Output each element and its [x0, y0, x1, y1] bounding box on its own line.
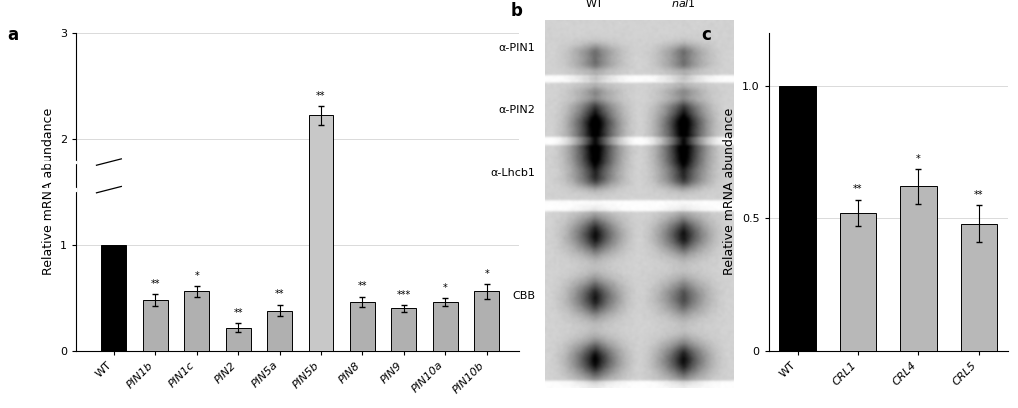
Bar [0, 188, 76, 191]
Y-axis label: Relative mRNA abundance: Relative mRNA abundance [42, 108, 55, 275]
Bar [350, 302, 375, 351]
Text: **: ** [317, 91, 326, 100]
Bar [267, 310, 292, 351]
Bar [391, 308, 416, 351]
Text: **: ** [357, 282, 367, 291]
Text: *: * [443, 282, 448, 293]
Text: *: * [485, 269, 489, 279]
Bar [226, 328, 250, 351]
Text: c: c [701, 26, 712, 44]
Text: CBB: CBB [512, 291, 535, 301]
Bar [780, 86, 815, 351]
Bar [474, 291, 499, 351]
Bar [184, 291, 209, 351]
Bar [0, 161, 76, 163]
Text: **: ** [233, 308, 243, 318]
Text: WT: WT [585, 0, 604, 9]
Bar [900, 186, 937, 351]
Bar [308, 115, 333, 351]
Text: $\mathit{nal1}$: $\mathit{nal1}$ [671, 0, 695, 9]
Y-axis label: Relative mRNA abundance: Relative mRNA abundance [724, 108, 736, 275]
Text: **: ** [853, 184, 862, 194]
Bar [433, 302, 458, 351]
Text: α-PIN1: α-PIN1 [499, 43, 535, 53]
Text: ***: *** [397, 290, 411, 300]
Text: α-Lhcb1: α-Lhcb1 [491, 168, 535, 178]
Text: a: a [8, 26, 19, 44]
Text: α-PIN2: α-PIN2 [499, 105, 535, 115]
Text: b: b [511, 2, 522, 20]
Text: **: ** [151, 279, 160, 289]
Bar [102, 245, 126, 351]
Text: *: * [194, 271, 200, 281]
Bar [840, 213, 876, 351]
Text: *: * [916, 154, 921, 164]
Bar [143, 300, 168, 351]
Bar [961, 224, 997, 351]
Text: **: ** [275, 289, 284, 299]
Text: **: ** [974, 190, 983, 200]
